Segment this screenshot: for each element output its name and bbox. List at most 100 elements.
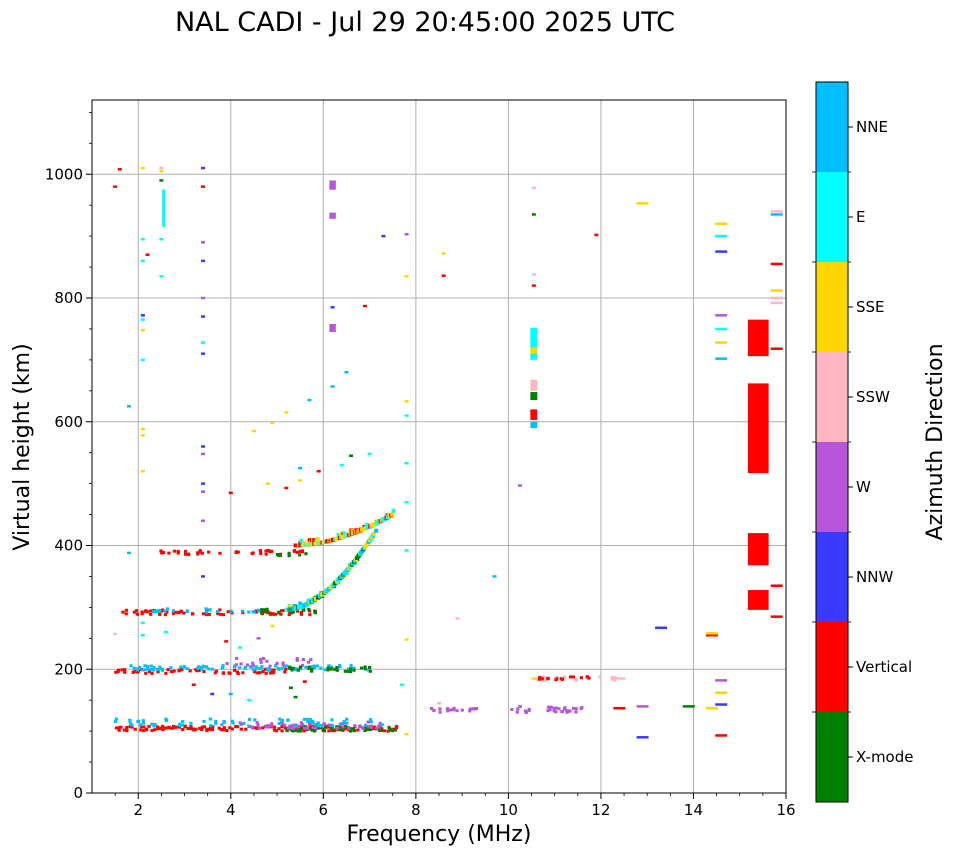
echo-point [116, 670, 120, 674]
echo-point [540, 677, 544, 681]
echo-point [326, 666, 330, 670]
echo-point [228, 671, 232, 675]
echo-point [140, 314, 145, 317]
echo-point [293, 666, 297, 670]
echo-point [349, 664, 353, 668]
echo-point [274, 664, 278, 668]
echo-point [270, 722, 274, 726]
echo-point [179, 665, 183, 669]
colorbar-segment [816, 82, 848, 172]
echo-point [335, 726, 339, 730]
echo-point [263, 608, 267, 612]
echo-point [171, 612, 176, 616]
echo-point [306, 660, 311, 664]
echo-point [265, 607, 269, 611]
echo-point [531, 284, 536, 287]
echo-point [138, 665, 142, 669]
echo-point [252, 670, 257, 674]
echo-point [715, 234, 728, 238]
echo-point [330, 718, 334, 722]
echo-point [140, 612, 144, 616]
echo-point [265, 482, 270, 485]
echo-point [150, 671, 154, 675]
echo-point [338, 725, 342, 729]
echo-point [204, 607, 208, 611]
echo-point [151, 668, 155, 672]
echo-bar [329, 323, 336, 333]
echo-point [141, 719, 145, 723]
x-tick-label: 10 [499, 801, 518, 819]
echo-point [198, 726, 202, 730]
echo-point [574, 710, 578, 714]
echo-point [114, 726, 119, 730]
echo-point [378, 729, 382, 733]
echo-point [183, 725, 187, 729]
echo-point [136, 720, 140, 724]
echo-point [257, 609, 261, 613]
echo-point [272, 668, 276, 672]
echo-point [225, 662, 229, 666]
echo-point [316, 470, 321, 473]
echo-point [445, 707, 450, 711]
x-axis-label: Frequency (MHz) [347, 822, 532, 847]
echo-point [208, 608, 212, 612]
echo-point [116, 668, 121, 672]
echo-point [242, 721, 246, 725]
echo-point [256, 637, 261, 640]
echo-point [298, 665, 302, 669]
echo-point [128, 725, 132, 729]
echo-point [277, 611, 281, 615]
echo-point [202, 670, 206, 674]
echo-point [294, 723, 298, 727]
echo-point [579, 676, 584, 680]
echo-point [335, 666, 339, 670]
echo-point [266, 723, 270, 727]
echo-point [132, 610, 137, 614]
echo-point [610, 676, 614, 680]
echo-point [346, 669, 350, 673]
echo-point [367, 452, 372, 456]
echo-point [247, 610, 251, 614]
echo-point [160, 668, 164, 672]
echo-point [312, 666, 317, 670]
echo-point [317, 724, 321, 728]
echo-point [182, 665, 187, 669]
echo-point [460, 708, 464, 712]
echo-point [302, 729, 306, 733]
echo-point [201, 490, 206, 493]
echo-point [574, 678, 578, 682]
echo-point [201, 452, 206, 456]
echo-point [283, 726, 287, 730]
echo-point [636, 202, 649, 205]
echo-point [349, 727, 354, 731]
echo-point [310, 667, 314, 671]
echo-point [308, 613, 312, 617]
echo-point [363, 667, 367, 671]
echo-point [347, 667, 351, 671]
echo-point [383, 729, 387, 733]
echo-point [543, 676, 548, 680]
echo-point [284, 486, 289, 490]
echo-point [300, 663, 305, 667]
echo-point [149, 609, 153, 613]
echo-point [233, 668, 237, 672]
echo-point [286, 726, 290, 730]
echo-point [565, 710, 569, 714]
grid [92, 100, 786, 793]
echo-point [531, 213, 536, 216]
echo-point [269, 671, 273, 675]
echo-point [546, 709, 550, 713]
echo-point [236, 550, 240, 554]
echo-point [279, 609, 284, 613]
echo-point [220, 723, 224, 727]
echo-point [288, 686, 293, 690]
echo-point [323, 725, 328, 729]
colorbar-segment [816, 532, 848, 622]
echo-point [349, 454, 354, 458]
echo-point [262, 610, 266, 614]
echo-point [322, 727, 326, 731]
echo-point [183, 549, 188, 553]
colorbar-label: SSW [856, 388, 890, 406]
echo-point [352, 727, 356, 731]
echo-point [268, 550, 272, 554]
